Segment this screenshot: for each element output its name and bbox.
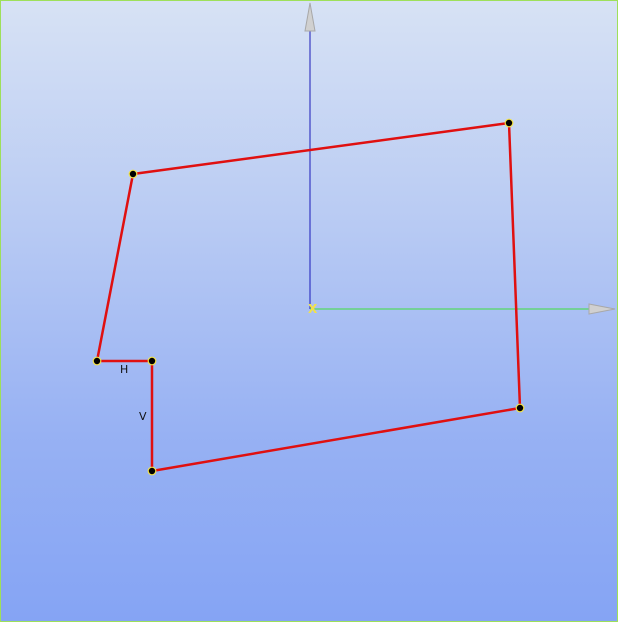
horizontal-axis-arrow-icon[interactable] [588, 303, 616, 315]
sketch-line-bottom[interactable] [150, 406, 522, 473]
sketch-profile[interactable] [95, 121, 522, 473]
horizontal-constraint-label[interactable]: H [120, 363, 128, 376]
sketch-line-top[interactable] [131, 121, 511, 176]
sketch-point[interactable] [147, 466, 157, 476]
sketch-point[interactable] [128, 169, 138, 179]
origin-marker-icon[interactable]: X [308, 302, 318, 316]
sketch-line-left[interactable] [95, 172, 135, 363]
sketch-points[interactable] [92, 118, 525, 476]
sketch-line-right[interactable] [507, 121, 522, 410]
sketch-point[interactable] [92, 356, 102, 366]
vertical-axis-arrow-icon[interactable] [304, 2, 316, 32]
sketch-point[interactable] [504, 118, 514, 128]
sketch-point[interactable] [515, 403, 525, 413]
vertical-constraint-label[interactable]: V [139, 410, 147, 423]
sketch-point[interactable] [147, 356, 157, 366]
